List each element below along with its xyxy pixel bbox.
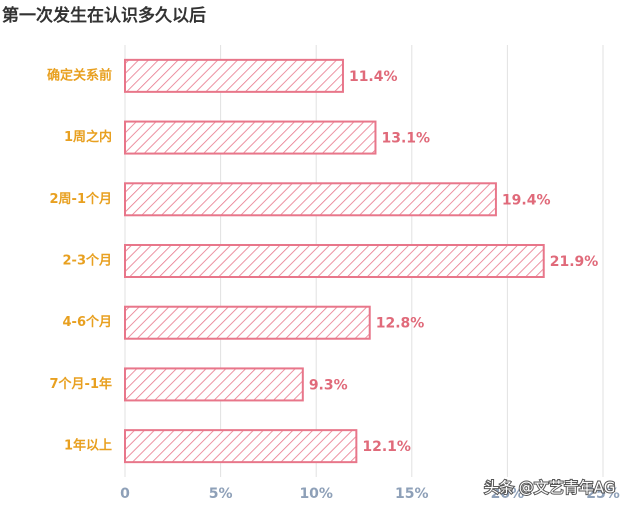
category-label: 7个月-1年 <box>50 376 113 392</box>
x-tick-label: 0 <box>120 486 130 502</box>
watermark: 头条 @文艺青年AG <box>484 479 615 497</box>
bar <box>124 244 545 278</box>
category-label: 确定关系前 <box>47 67 112 83</box>
chart-title: 第一次发生在认识多久以后 <box>2 5 206 26</box>
category-label: 4-6个月 <box>63 314 113 330</box>
category-label: 1年以上 <box>64 438 112 454</box>
bar <box>124 429 358 464</box>
value-label: 21.9% <box>550 254 599 270</box>
bar <box>124 182 497 217</box>
value-label: 12.8% <box>376 316 425 332</box>
category-label: 1周之内 <box>64 129 112 145</box>
x-tick-label: 10% <box>299 486 333 502</box>
category-label: 2-3个月 <box>63 253 113 269</box>
x-tick-label: 25% <box>586 486 620 502</box>
value-label: 19.4% <box>502 192 551 208</box>
bar <box>124 305 371 340</box>
x-tick-label: 5% <box>209 486 233 502</box>
category-label: 2周-1个月 <box>50 191 113 207</box>
value-label: 12.1% <box>362 439 411 455</box>
value-label: 13.1% <box>381 131 430 147</box>
value-label: 9.3% <box>309 377 348 393</box>
bar <box>124 367 304 402</box>
bar <box>124 58 344 93</box>
bar <box>124 120 377 155</box>
x-tick-label: 20% <box>491 486 525 502</box>
value-label: 11.4% <box>349 69 398 85</box>
x-tick-label: 15% <box>395 486 429 502</box>
